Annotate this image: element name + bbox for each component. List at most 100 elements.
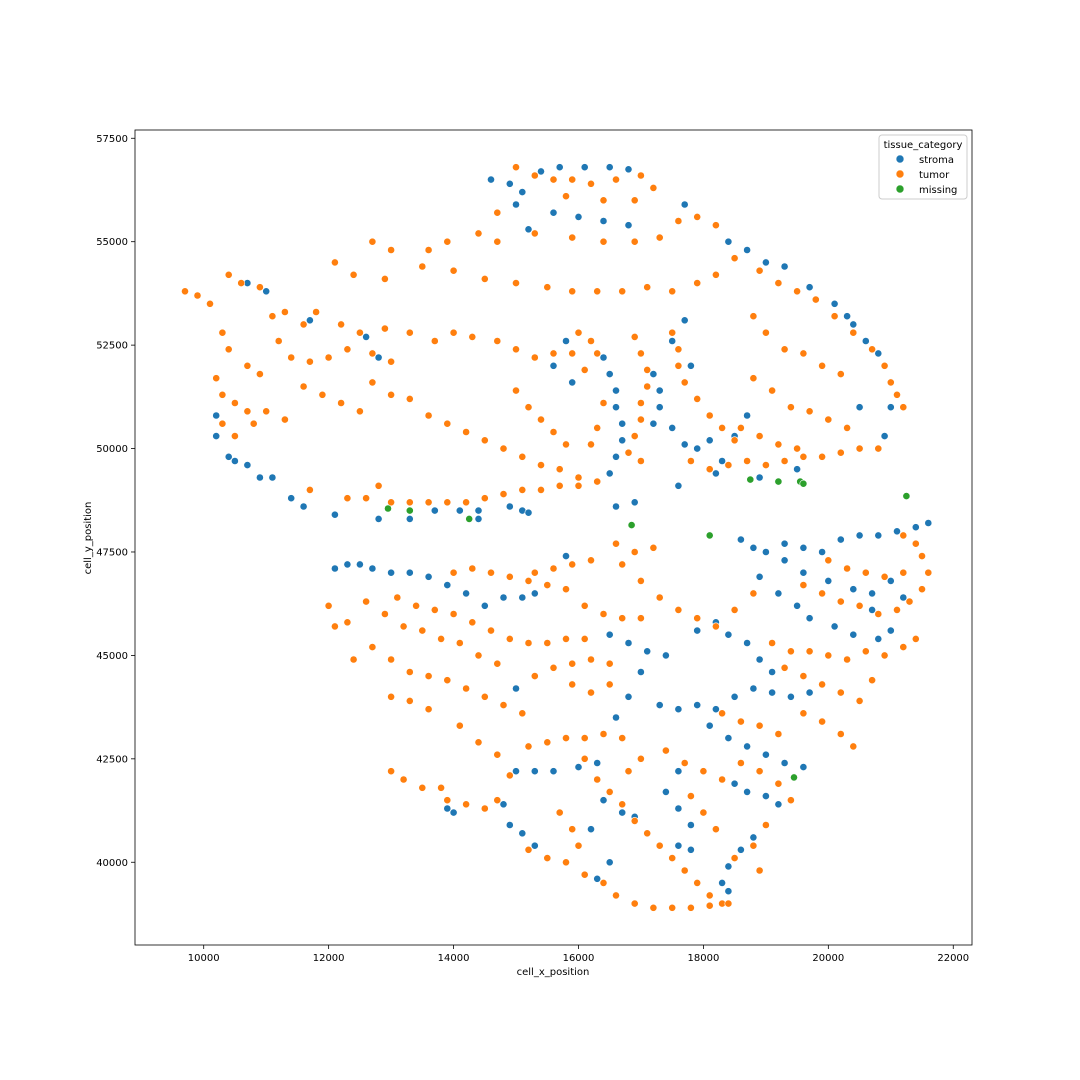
- point-tumor: [549, 428, 558, 436]
- point-tumor: [399, 622, 408, 631]
- point-stroma: [824, 577, 833, 585]
- point-stroma: [911, 523, 920, 532]
- point-tumor: [918, 585, 926, 594]
- point-tumor: [899, 531, 908, 540]
- point-tumor: [599, 196, 608, 205]
- point-tumor: [462, 800, 470, 809]
- point-stroma: [574, 212, 583, 221]
- point-missing: [465, 515, 474, 523]
- point-stroma: [618, 436, 627, 445]
- point-tumor: [630, 237, 639, 246]
- point-stroma: [530, 589, 539, 598]
- point-stroma: [512, 767, 520, 776]
- point-tumor: [249, 419, 258, 428]
- point-tumor: [718, 775, 726, 784]
- point-stroma: [693, 701, 702, 709]
- point-tumor: [599, 879, 608, 887]
- point-stroma: [212, 432, 221, 440]
- point-tumor: [312, 308, 320, 316]
- point-stroma: [524, 508, 533, 517]
- point-stroma: [455, 506, 464, 515]
- point-tumor: [555, 808, 564, 817]
- point-stroma: [662, 651, 670, 660]
- point-tumor: [530, 353, 539, 362]
- point-stroma: [405, 568, 414, 577]
- point-tumor: [849, 742, 858, 751]
- point-tumor: [412, 601, 420, 610]
- point-tumor: [562, 192, 570, 201]
- point-tumor: [911, 635, 920, 643]
- point-stroma: [255, 473, 264, 482]
- point-stroma: [712, 469, 720, 478]
- point-tumor: [405, 394, 414, 403]
- point-tumor: [418, 783, 427, 792]
- point-tumor: [568, 287, 577, 296]
- point-tumor: [537, 415, 545, 424]
- point-tumor: [524, 403, 533, 412]
- point-tumor: [574, 328, 583, 337]
- point-tumor: [749, 374, 758, 383]
- point-tumor: [755, 721, 764, 730]
- point-stroma: [624, 165, 633, 174]
- point-tumor: [562, 734, 570, 742]
- point-tumor: [555, 465, 564, 474]
- point-stroma: [268, 473, 277, 482]
- point-tumor: [893, 606, 901, 614]
- point-stroma: [730, 779, 739, 788]
- point-tumor: [243, 407, 252, 416]
- point-stroma: [793, 601, 801, 610]
- point-stroma: [830, 622, 839, 631]
- point-tumor: [524, 639, 533, 647]
- point-tumor: [705, 891, 714, 900]
- point-tumor: [343, 494, 352, 503]
- x-tick-label: 18000: [688, 953, 720, 964]
- point-stroma: [724, 862, 733, 871]
- point-tumor: [543, 639, 552, 647]
- point-tumor: [587, 556, 595, 565]
- point-missing: [384, 504, 392, 513]
- point-stroma: [787, 692, 795, 701]
- point-tumor: [418, 262, 427, 271]
- point-tumor: [562, 585, 570, 594]
- point-stroma: [668, 423, 677, 432]
- y-tick-label: 57500: [96, 134, 128, 145]
- point-tumor: [387, 655, 395, 664]
- point-tumor: [718, 709, 726, 718]
- point-tumor: [618, 734, 627, 742]
- point-tumor: [580, 734, 589, 742]
- point-tumor: [512, 345, 520, 354]
- point-tumor: [206, 299, 214, 308]
- point-tumor: [418, 626, 427, 635]
- point-missing: [774, 477, 783, 486]
- point-tumor: [368, 643, 377, 651]
- point-tumor: [449, 266, 458, 275]
- point-tumor: [843, 655, 851, 664]
- point-tumor: [543, 854, 552, 862]
- point-tumor: [455, 639, 464, 647]
- point-tumor: [693, 212, 702, 221]
- point-tumor: [630, 899, 639, 908]
- point-tumor: [836, 370, 845, 378]
- point-tumor: [836, 448, 845, 457]
- point-stroma: [387, 568, 395, 577]
- point-tumor: [493, 337, 502, 345]
- point-tumor: [349, 655, 358, 664]
- point-tumor: [818, 589, 826, 598]
- point-stroma: [674, 705, 683, 714]
- point-stroma: [724, 237, 733, 246]
- point-tumor: [218, 390, 227, 399]
- point-missing: [705, 531, 714, 540]
- point-tumor: [237, 279, 246, 287]
- point-tumor: [836, 688, 845, 697]
- point-stroma: [705, 721, 714, 730]
- point-stroma: [562, 337, 570, 345]
- point-tumor: [424, 672, 433, 680]
- point-tumor: [543, 283, 552, 292]
- point-tumor: [462, 684, 470, 693]
- point-stroma: [805, 688, 814, 697]
- y-tick-label: 47500: [96, 547, 128, 558]
- point-tumor: [487, 568, 495, 577]
- point-stroma: [743, 246, 751, 254]
- point-tumor: [480, 804, 489, 813]
- point-tumor: [480, 494, 489, 503]
